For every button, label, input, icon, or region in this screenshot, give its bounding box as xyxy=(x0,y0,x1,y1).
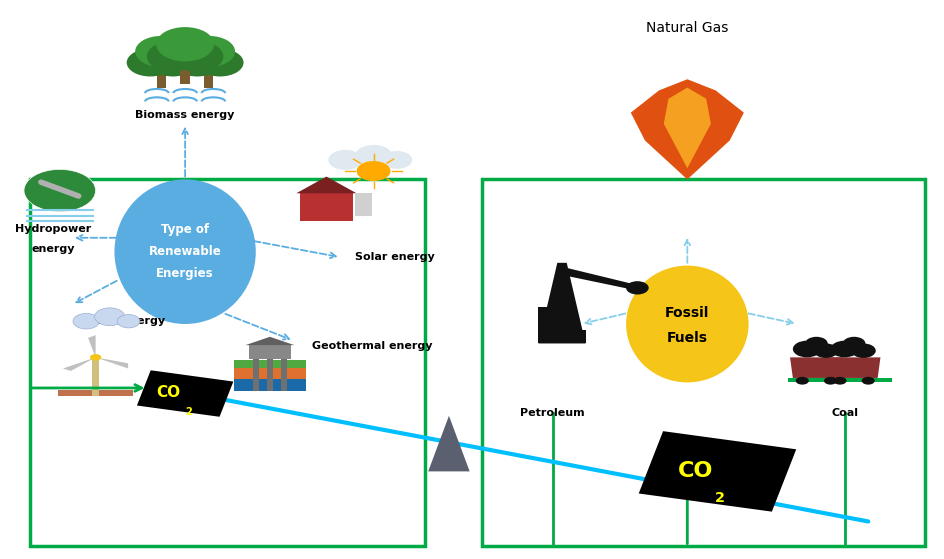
Bar xyxy=(787,378,891,382)
Text: Coal: Coal xyxy=(831,408,857,418)
Circle shape xyxy=(830,340,858,357)
Text: Natural Gas: Natural Gas xyxy=(646,21,728,35)
Text: Hydropower: Hydropower xyxy=(15,225,92,234)
Circle shape xyxy=(328,150,362,170)
Text: 2: 2 xyxy=(714,491,724,505)
Bar xyxy=(253,357,259,391)
Bar xyxy=(234,378,306,391)
Circle shape xyxy=(196,49,244,77)
Polygon shape xyxy=(631,79,743,179)
Text: Energies: Energies xyxy=(156,267,213,281)
Circle shape xyxy=(833,377,846,385)
Polygon shape xyxy=(245,337,295,345)
Bar xyxy=(157,68,166,88)
Circle shape xyxy=(172,41,223,72)
Circle shape xyxy=(156,27,214,61)
Bar xyxy=(354,193,371,216)
Text: Biomass energy: Biomass energy xyxy=(135,111,234,120)
Circle shape xyxy=(90,354,101,361)
Text: CO: CO xyxy=(677,461,712,481)
Circle shape xyxy=(823,377,836,385)
Text: Solar energy: Solar energy xyxy=(354,252,434,262)
Circle shape xyxy=(795,377,808,385)
Text: 2: 2 xyxy=(185,408,193,418)
Bar xyxy=(234,368,306,378)
Circle shape xyxy=(813,343,837,358)
Bar xyxy=(58,390,133,396)
Text: Geothermal energy: Geothermal energy xyxy=(312,341,432,351)
Text: energy: energy xyxy=(31,244,75,254)
Bar xyxy=(538,307,557,343)
Polygon shape xyxy=(557,266,636,291)
Bar xyxy=(204,68,213,88)
Circle shape xyxy=(73,314,99,329)
Circle shape xyxy=(804,337,827,350)
Circle shape xyxy=(851,343,875,358)
Bar xyxy=(281,357,287,391)
Polygon shape xyxy=(538,263,585,343)
Circle shape xyxy=(354,145,392,167)
Circle shape xyxy=(861,377,874,385)
Text: Type of: Type of xyxy=(160,223,209,236)
Circle shape xyxy=(381,151,412,169)
Circle shape xyxy=(135,36,188,67)
Circle shape xyxy=(24,169,95,212)
Ellipse shape xyxy=(626,266,748,382)
Bar xyxy=(481,179,924,547)
Polygon shape xyxy=(663,88,710,168)
Bar xyxy=(638,431,796,511)
Text: Petroleum: Petroleum xyxy=(520,408,584,418)
Polygon shape xyxy=(789,357,842,378)
Bar xyxy=(137,370,233,417)
Circle shape xyxy=(94,308,125,326)
Ellipse shape xyxy=(114,179,256,324)
Bar xyxy=(179,63,190,84)
Circle shape xyxy=(842,337,865,350)
Bar xyxy=(92,357,99,396)
Bar xyxy=(234,359,306,368)
Circle shape xyxy=(792,340,820,357)
Circle shape xyxy=(146,41,198,72)
Circle shape xyxy=(117,315,140,328)
Polygon shape xyxy=(428,416,469,471)
Text: Wind energy: Wind energy xyxy=(86,316,165,326)
Polygon shape xyxy=(63,357,95,371)
Text: CO: CO xyxy=(157,385,180,400)
Text: Renewable: Renewable xyxy=(148,245,221,258)
Text: Fuels: Fuels xyxy=(666,331,707,345)
Bar xyxy=(300,193,352,221)
Circle shape xyxy=(626,281,648,295)
Bar xyxy=(566,330,585,343)
Polygon shape xyxy=(296,177,356,193)
Circle shape xyxy=(126,49,174,77)
Bar xyxy=(29,179,425,547)
Text: Fossil: Fossil xyxy=(665,306,709,320)
Circle shape xyxy=(182,36,235,67)
Circle shape xyxy=(356,161,390,181)
Circle shape xyxy=(174,49,221,77)
Bar xyxy=(267,357,273,391)
Polygon shape xyxy=(827,357,880,378)
Polygon shape xyxy=(95,357,128,368)
Circle shape xyxy=(149,49,196,77)
Bar xyxy=(573,321,579,343)
Bar xyxy=(249,345,291,359)
Polygon shape xyxy=(88,335,95,357)
